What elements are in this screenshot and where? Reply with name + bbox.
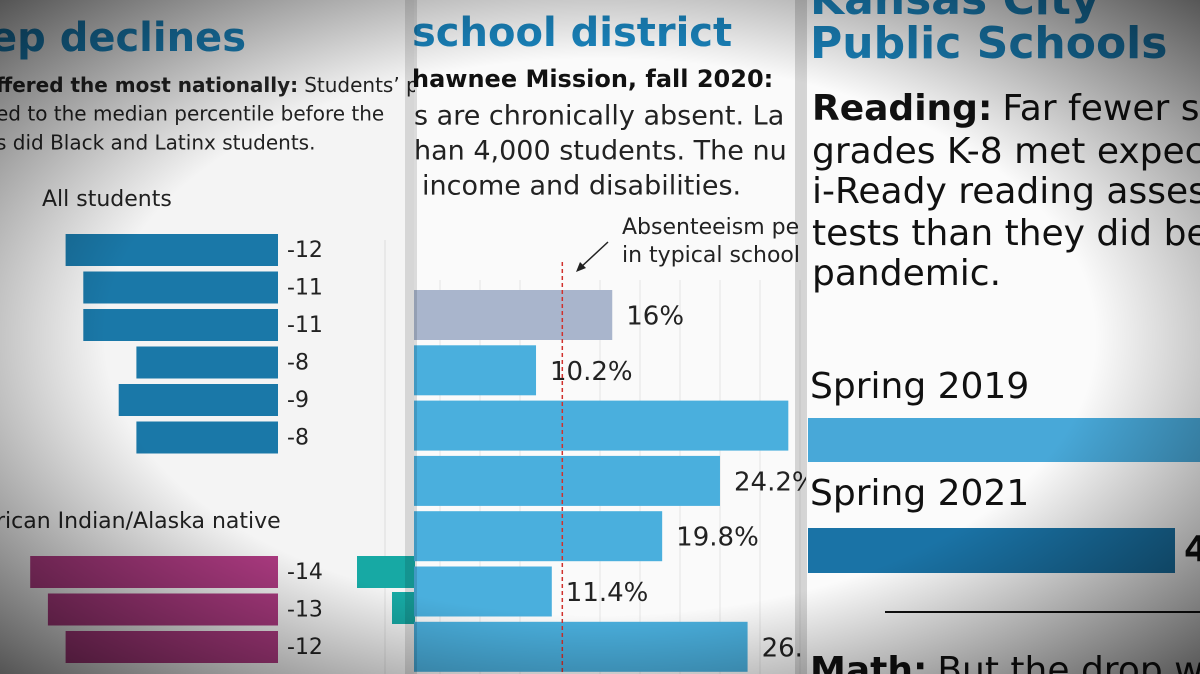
bar <box>414 455 720 506</box>
value-label: -8 <box>287 426 309 451</box>
text-line: income and disabilities. <box>422 171 741 202</box>
bar <box>808 528 1175 573</box>
group-label: All students <box>42 187 172 212</box>
bar <box>414 566 552 617</box>
value-label: -11 <box>287 313 323 338</box>
value-label: 16% <box>626 302 684 332</box>
shadow <box>795 0 807 674</box>
title: Public Schools <box>810 18 1167 69</box>
bar <box>83 271 278 304</box>
text-line: han 4,000 students. The nu <box>414 136 787 167</box>
title: school district <box>412 10 732 56</box>
text-line: s are chronically absent. La <box>414 101 784 132</box>
bar <box>414 621 748 672</box>
annotation: Absenteeism pe <box>622 215 799 240</box>
value-label: -12 <box>287 635 323 660</box>
text-line: i-Ready reading assess <box>812 171 1200 212</box>
bar <box>65 631 278 663</box>
bar <box>414 511 663 562</box>
intro-line: ed to the median percentile before the <box>0 102 384 126</box>
intro-line: Students’ p <box>304 73 419 97</box>
value-label: 19.8% <box>676 523 759 553</box>
intro-line: s did Black and Latinx students. <box>0 131 315 155</box>
bar <box>30 556 279 588</box>
text-line: Math: But the drop wa <box>810 650 1200 674</box>
bar <box>83 309 278 341</box>
value-label: 11.4% <box>566 578 649 608</box>
value-label: -11 <box>287 276 323 301</box>
bar-label: Spring 2021 <box>810 473 1029 514</box>
text: But the drop wa <box>937 650 1200 674</box>
text-line: grades K-8 met expect <box>812 131 1200 172</box>
bar <box>414 345 537 396</box>
text-line: pandemic. <box>812 253 1001 294</box>
group-label: rican Indian/Alaska native <box>0 509 281 534</box>
text-line: tests than they did befo <box>812 213 1200 254</box>
bar <box>808 418 1200 462</box>
bar-label: Spring 2019 <box>810 366 1029 407</box>
value-label: -14 <box>287 560 323 585</box>
bar <box>65 234 278 266</box>
bar <box>136 421 278 454</box>
bar <box>47 593 279 626</box>
intro-lead: ffered the most nationally: <box>0 73 298 97</box>
value-label: -13 <box>287 598 323 623</box>
bar <box>118 384 278 416</box>
intro: ffered the most nationally: Students’ p <box>0 73 419 97</box>
annotation: in typical school <box>622 243 800 268</box>
text-line: Reading:Far fewer stu <box>812 88 1200 129</box>
shadow <box>405 0 417 674</box>
bar <box>414 400 789 451</box>
lead: hawnee Mission, fall 2020: <box>412 65 773 93</box>
value-label: -9 <box>287 388 309 413</box>
bar <box>414 290 613 340</box>
value-label: -8 <box>287 351 309 376</box>
math-lead: Math: <box>810 650 927 674</box>
lead: Reading: <box>812 88 992 129</box>
value-label: 4 <box>1184 529 1200 570</box>
bar <box>136 346 278 379</box>
value-label: -12 <box>287 238 323 263</box>
text: Far fewer stu <box>1002 88 1200 129</box>
title: ep declines <box>0 15 246 61</box>
